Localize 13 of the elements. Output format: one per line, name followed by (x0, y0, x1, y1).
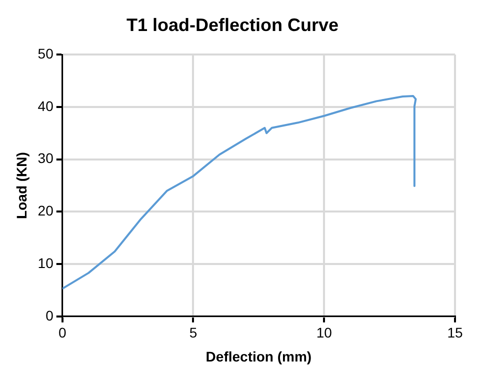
y-tick-label: 0 (46, 307, 54, 324)
y-tick-label: 20 (38, 202, 54, 219)
y-tick-label: 50 (38, 45, 54, 62)
y-tick-label: 30 (38, 150, 54, 166)
x-axis-title: Deflection (mm) (206, 348, 312, 364)
chart-title: T1 load-Deflection Curve (126, 14, 339, 35)
x-tick-label: 0 (58, 324, 66, 341)
y-tick-label: 40 (38, 98, 54, 114)
x-tick-label: 5 (189, 324, 198, 341)
y-tick-label: 10 (38, 254, 54, 271)
x-tick-label: 15 (447, 324, 463, 341)
x-tick-label: 10 (316, 324, 332, 341)
y-axis-title: Load (KN) (13, 152, 30, 219)
